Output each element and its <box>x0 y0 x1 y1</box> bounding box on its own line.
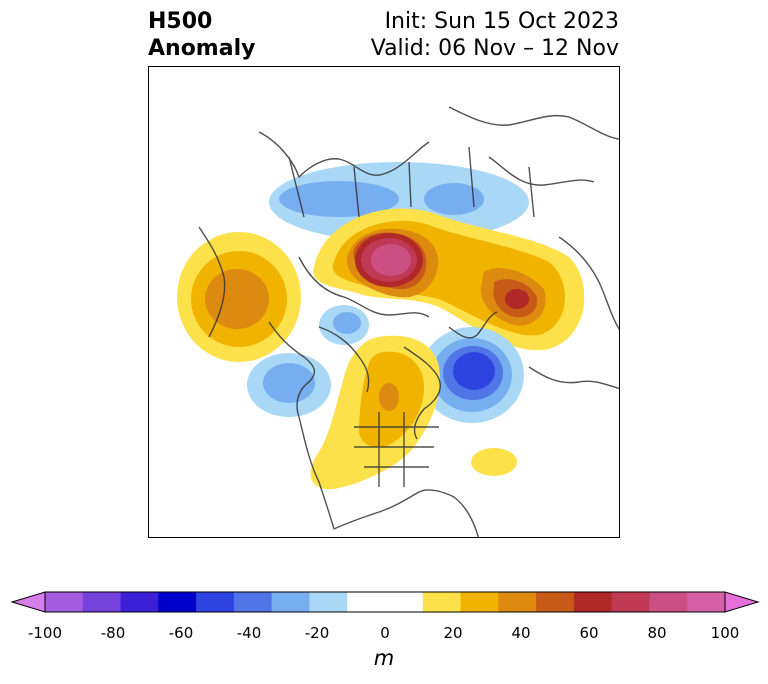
colorbar-segment <box>158 592 197 612</box>
colorbar-segment <box>309 592 348 612</box>
map-validity: Init: Sun 15 Oct 2023 Valid: 06 Nov – 12… <box>371 8 619 62</box>
colorbar-segment <box>385 592 424 612</box>
colorbar-tick-label: 0 <box>380 624 390 642</box>
colorbar-segment <box>45 592 84 612</box>
colorbar-segment <box>82 592 122 612</box>
anomaly-map <box>177 106 619 537</box>
colorbar-over-arrow <box>724 591 760 613</box>
positive-anomaly-alaska <box>177 232 301 362</box>
valid-range: Valid: 06 Nov – 12 Nov <box>370 36 619 61</box>
colorbar-outline <box>44 591 726 613</box>
colorbar-segment <box>271 592 310 612</box>
colorbar-segment <box>120 592 159 612</box>
colorbar-segment <box>347 592 386 612</box>
colorbar-tick-label: -100 <box>27 624 63 642</box>
colorbar-tick-label: 60 <box>579 624 599 642</box>
colorbar-segment <box>649 592 688 612</box>
colorbar-tick-label: -40 <box>236 624 262 642</box>
colorbar-segment <box>573 592 613 612</box>
colorbar-tick-label: -80 <box>100 624 126 642</box>
negative-anomaly-north-atlantic <box>420 327 524 423</box>
colorbar-tick-label: -60 <box>168 624 194 642</box>
colorbar-segment <box>536 592 575 612</box>
colorbar-tick-label: 80 <box>647 624 667 642</box>
colorbar-units: m <box>373 646 395 670</box>
title-variable: H500 <box>148 9 213 34</box>
negative-anomaly-gulf-of-alaska <box>247 305 369 417</box>
colorbar-tick-label: 100 <box>710 624 740 642</box>
coastlines <box>198 106 619 537</box>
colorbar-segments <box>45 592 726 612</box>
map-panel <box>148 66 620 538</box>
colorbar-tick-label: 40 <box>511 624 531 642</box>
colorbar-tick-label: 20 <box>443 624 463 642</box>
title-field: Anomaly <box>148 36 256 61</box>
init-date: Init: Sun 15 Oct 2023 <box>384 9 619 34</box>
colorbar-tick-label: -20 <box>304 624 330 642</box>
colorbar-segment <box>611 592 650 612</box>
colorbar-segment <box>687 592 726 612</box>
colorbar <box>10 591 760 613</box>
colorbar-segment <box>422 592 462 612</box>
colorbar-under-arrow <box>10 591 46 613</box>
colorbar-segment <box>498 592 537 612</box>
positive-anomaly-arctic-siberia <box>313 208 585 351</box>
negative-anomaly-arctic <box>269 162 529 242</box>
colorbar-segment <box>460 592 499 612</box>
colorbar-segment <box>233 592 273 612</box>
positive-anomaly-north-america <box>310 335 517 490</box>
map-title: H500 Anomaly <box>148 8 255 62</box>
colorbar-segment <box>196 592 235 612</box>
